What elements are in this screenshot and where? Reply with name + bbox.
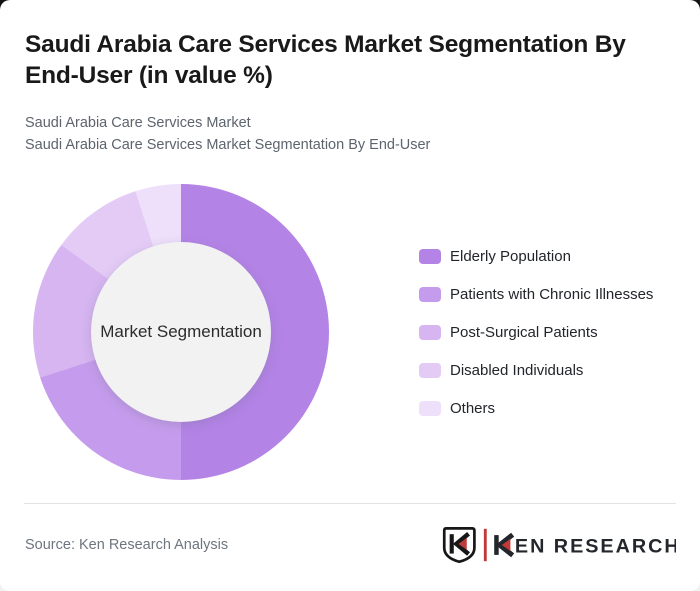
footer-divider — [24, 503, 676, 504]
legend-swatch — [419, 362, 441, 378]
subtitle-line-1: Saudi Arabia Care Services Market — [25, 115, 251, 131]
legend-label: Disabled Individuals — [450, 361, 584, 379]
legend: Elderly Population Patients with Chronic … — [419, 237, 653, 427]
logo-separator — [483, 528, 487, 562]
legend-item: Others — [419, 389, 653, 427]
legend-label: Post-Surgical Patients — [450, 323, 598, 341]
legend-swatch — [419, 248, 441, 264]
legend-item: Disabled Individuals — [419, 351, 653, 389]
subtitle-block: Saudi Arabia Care Services Market Saudi … — [25, 113, 430, 157]
legend-item: Elderly Population — [419, 237, 653, 275]
subtitle-line-2: Saudi Arabia Care Services Market Segmen… — [25, 136, 431, 153]
legend-swatch — [419, 286, 441, 302]
legend-label: Others — [450, 399, 496, 417]
legend-item: Post-Surgical Patients — [419, 313, 653, 351]
logo-shield-icon — [442, 527, 476, 564]
logo-wordmark-text: EN RESEARCH — [515, 536, 676, 558]
donut-chart: Market Segmentation — [33, 184, 329, 480]
legend-swatch — [419, 400, 441, 416]
legend-label: Patients with Chronic Illnesses — [450, 285, 654, 303]
legend-swatch — [419, 324, 441, 340]
logo-wordmark-k — [494, 532, 515, 558]
legend-label: Elderly Population — [450, 247, 571, 265]
legend-item: Patients with Chronic Illnesses — [419, 275, 653, 313]
source-text: Source: Ken Research Analysis — [25, 537, 229, 553]
ken-research-logo: EN RESEARCH — [442, 527, 676, 564]
donut-center: Market Segmentation — [91, 242, 271, 422]
donut-center-label: Market Segmentation — [100, 322, 262, 341]
page-title: Saudi Arabia Care Services Market Segmen… — [25, 31, 626, 89]
